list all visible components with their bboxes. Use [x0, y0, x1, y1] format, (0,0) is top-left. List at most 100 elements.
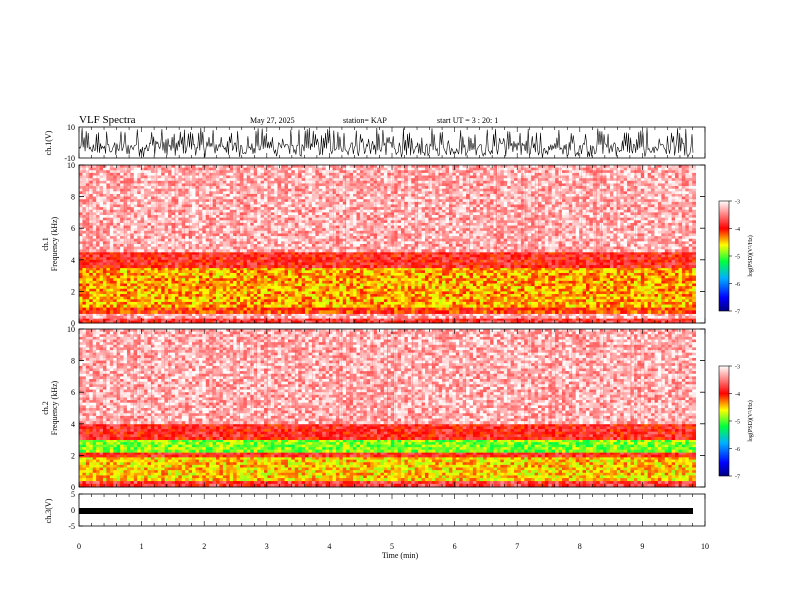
spectrogram-cell [287, 265, 292, 269]
spectrogram-cell [527, 254, 532, 258]
spectrogram-cell [675, 270, 679, 274]
spectrogram-cell [472, 272, 477, 276]
spectrogram-cell [359, 307, 364, 311]
spectrogram-cell [503, 286, 508, 290]
spectrogram-cell [633, 270, 638, 274]
spectrogram-cell [164, 257, 169, 261]
spectrogram-cell [640, 318, 645, 322]
spectrogram-cell [174, 313, 179, 317]
spectrogram-cell [291, 251, 296, 255]
spectrogram-cell [79, 318, 83, 322]
spectrogram-cell [308, 254, 313, 258]
spectrogram-cell [568, 251, 573, 255]
spectrogram-cell [147, 315, 152, 319]
spectrogram-cell [120, 254, 124, 258]
spectrogram-cell [572, 294, 577, 298]
spectrogram-cell [329, 313, 333, 317]
spectrogram-cell [133, 304, 138, 308]
spectrogram-cell [445, 286, 450, 290]
spectrogram-cell [332, 283, 337, 287]
spectrogram-cell [483, 286, 488, 290]
spectrogram-cell [603, 270, 607, 274]
spectrogram-cell [373, 307, 378, 311]
spectrogram-cell [263, 304, 268, 308]
spectrogram-cell [315, 278, 320, 282]
spectrogram-cell [113, 307, 118, 311]
spectrogram-cell [671, 313, 676, 317]
spectrogram-cell [233, 272, 237, 276]
spectrogram-cell [226, 301, 231, 305]
spectrogram-cell [226, 262, 231, 266]
spectrogram-cell [82, 296, 87, 300]
spectrogram-cell [592, 251, 597, 255]
spectrogram-cell [640, 283, 645, 287]
spectrogram-cell [466, 318, 470, 322]
spectrogram-cell [147, 320, 152, 324]
spectrogram-cell [284, 315, 289, 319]
spectrogram-cell [387, 315, 392, 319]
spectrogram-cell [263, 286, 268, 290]
spectrogram-cell [85, 257, 90, 261]
spectrogram-cell [174, 270, 179, 274]
spectrogram-cell [359, 262, 364, 266]
spectrogram-cell [356, 296, 361, 300]
spectrogram-cell [301, 301, 306, 305]
spectrogram-cell [346, 275, 351, 279]
spectrogram-cell [524, 267, 529, 271]
spectrogram-cell [692, 275, 697, 279]
spectrogram-cell [401, 286, 405, 290]
spectrogram-cell [113, 257, 118, 261]
spectrogram-cell [541, 313, 546, 317]
spectrogram-cell [380, 267, 385, 271]
spectrogram-cell [585, 299, 590, 303]
spectrogram-cell [431, 307, 436, 311]
spectrogram-cell [524, 257, 529, 261]
spectrogram-cell [82, 265, 87, 269]
spectrogram-cell [212, 294, 217, 298]
spectrogram-cell [616, 286, 621, 290]
spectrogram-cell [181, 265, 186, 269]
spectrogram-cell [284, 291, 289, 295]
spectrogram-cell [548, 301, 553, 305]
spectrogram-cell [79, 265, 83, 269]
spectrogram-cell [685, 288, 690, 292]
spectrogram-cell [253, 165, 258, 169]
spectrogram-cell [442, 304, 446, 308]
spectrogram-cell [150, 291, 155, 295]
spectrogram-cell [534, 315, 539, 319]
spectrogram-cell [462, 307, 467, 311]
spectrogram-cell [356, 272, 361, 276]
spectrogram-cell [332, 257, 337, 261]
spectrogram-cell [448, 301, 453, 305]
spectrogram-cell [253, 296, 258, 300]
spectrogram-cell [82, 301, 87, 305]
spectrogram-cell [585, 313, 590, 317]
spectrogram-cell [233, 259, 237, 263]
spectrogram-cell [284, 283, 289, 287]
spectrogram-cell [524, 288, 529, 292]
spectrogram-cell [267, 313, 272, 317]
spectrogram-cell [448, 165, 453, 169]
spectrogram-cell [514, 294, 518, 298]
spectrogram-cell [469, 280, 474, 284]
spectrogram-cell [356, 315, 361, 319]
spectrogram-cell [654, 257, 659, 261]
spectrogram-cell [140, 254, 145, 258]
spectrogram-cell [637, 259, 642, 263]
spectrogram-cell [657, 304, 662, 308]
spectrogram-cell [236, 283, 241, 287]
spectrogram-cell [150, 299, 155, 303]
spectrogram-cell [174, 257, 179, 261]
spectrogram-cell [623, 259, 628, 263]
spectrogram-cell [277, 286, 282, 290]
spectrogram-cell [544, 280, 549, 284]
spectrogram-cell [99, 251, 104, 255]
spectrogram-cell [250, 296, 255, 300]
spectrogram-cell [394, 259, 398, 263]
spectrogram-cell [424, 254, 429, 258]
spectrogram-cell [294, 272, 299, 276]
spectrogram-cell [202, 299, 207, 303]
spectrogram-cell [161, 296, 166, 300]
spectrogram-cell [675, 254, 679, 258]
spectrogram-cell [486, 299, 491, 303]
